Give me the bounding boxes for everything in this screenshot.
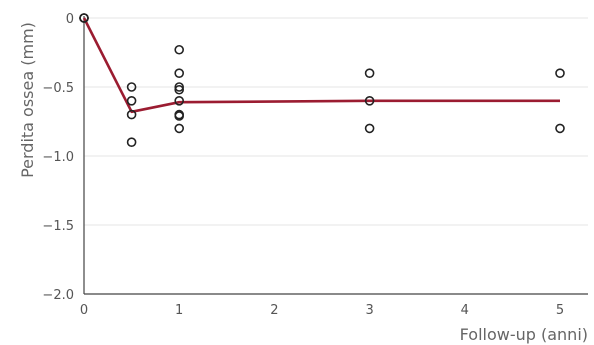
data-point	[174, 123, 184, 134]
data-points	[79, 13, 565, 147]
data-point	[174, 111, 184, 121]
data-point	[364, 96, 375, 106]
x-tick-label: 2	[270, 303, 278, 318]
x-tick-label: 1	[175, 303, 183, 318]
data-point	[126, 82, 137, 92]
x-tick-label: 4	[461, 303, 469, 318]
data-point	[555, 68, 565, 78]
data-point	[174, 96, 184, 106]
x-tick-labels: 0 1 2 3 4 5	[80, 303, 564, 318]
y-tick-label: −2.0	[42, 288, 74, 303]
data-point	[364, 123, 375, 134]
data-point	[555, 123, 565, 134]
y-tick-label: 0	[66, 12, 74, 27]
y-tick-labels: 0 −0.5 −1.0 −1.5 −2.0	[42, 12, 74, 303]
x-tick-label: 3	[365, 303, 373, 318]
grid-layer	[84, 17, 588, 226]
x-axis-title: Follow-up (anni)	[460, 325, 588, 344]
x-tick-label: 5	[556, 303, 564, 318]
data-point	[126, 109, 137, 120]
y-tick-label: −0.5	[42, 81, 74, 96]
data-point	[174, 84, 184, 95]
x-tick-label: 0	[80, 303, 88, 318]
y-tick-label: −1.0	[42, 150, 74, 165]
trend-line	[82, 17, 560, 114]
data-point	[174, 44, 184, 55]
y-tick-label: −1.5	[42, 219, 74, 234]
data-point	[79, 13, 89, 23]
data-point	[174, 82, 184, 92]
y-axis-title: Perdita ossea (mm)	[18, 22, 37, 178]
data-point	[126, 96, 137, 106]
data-point	[174, 68, 184, 78]
data-point	[364, 68, 375, 78]
data-point	[126, 137, 137, 147]
